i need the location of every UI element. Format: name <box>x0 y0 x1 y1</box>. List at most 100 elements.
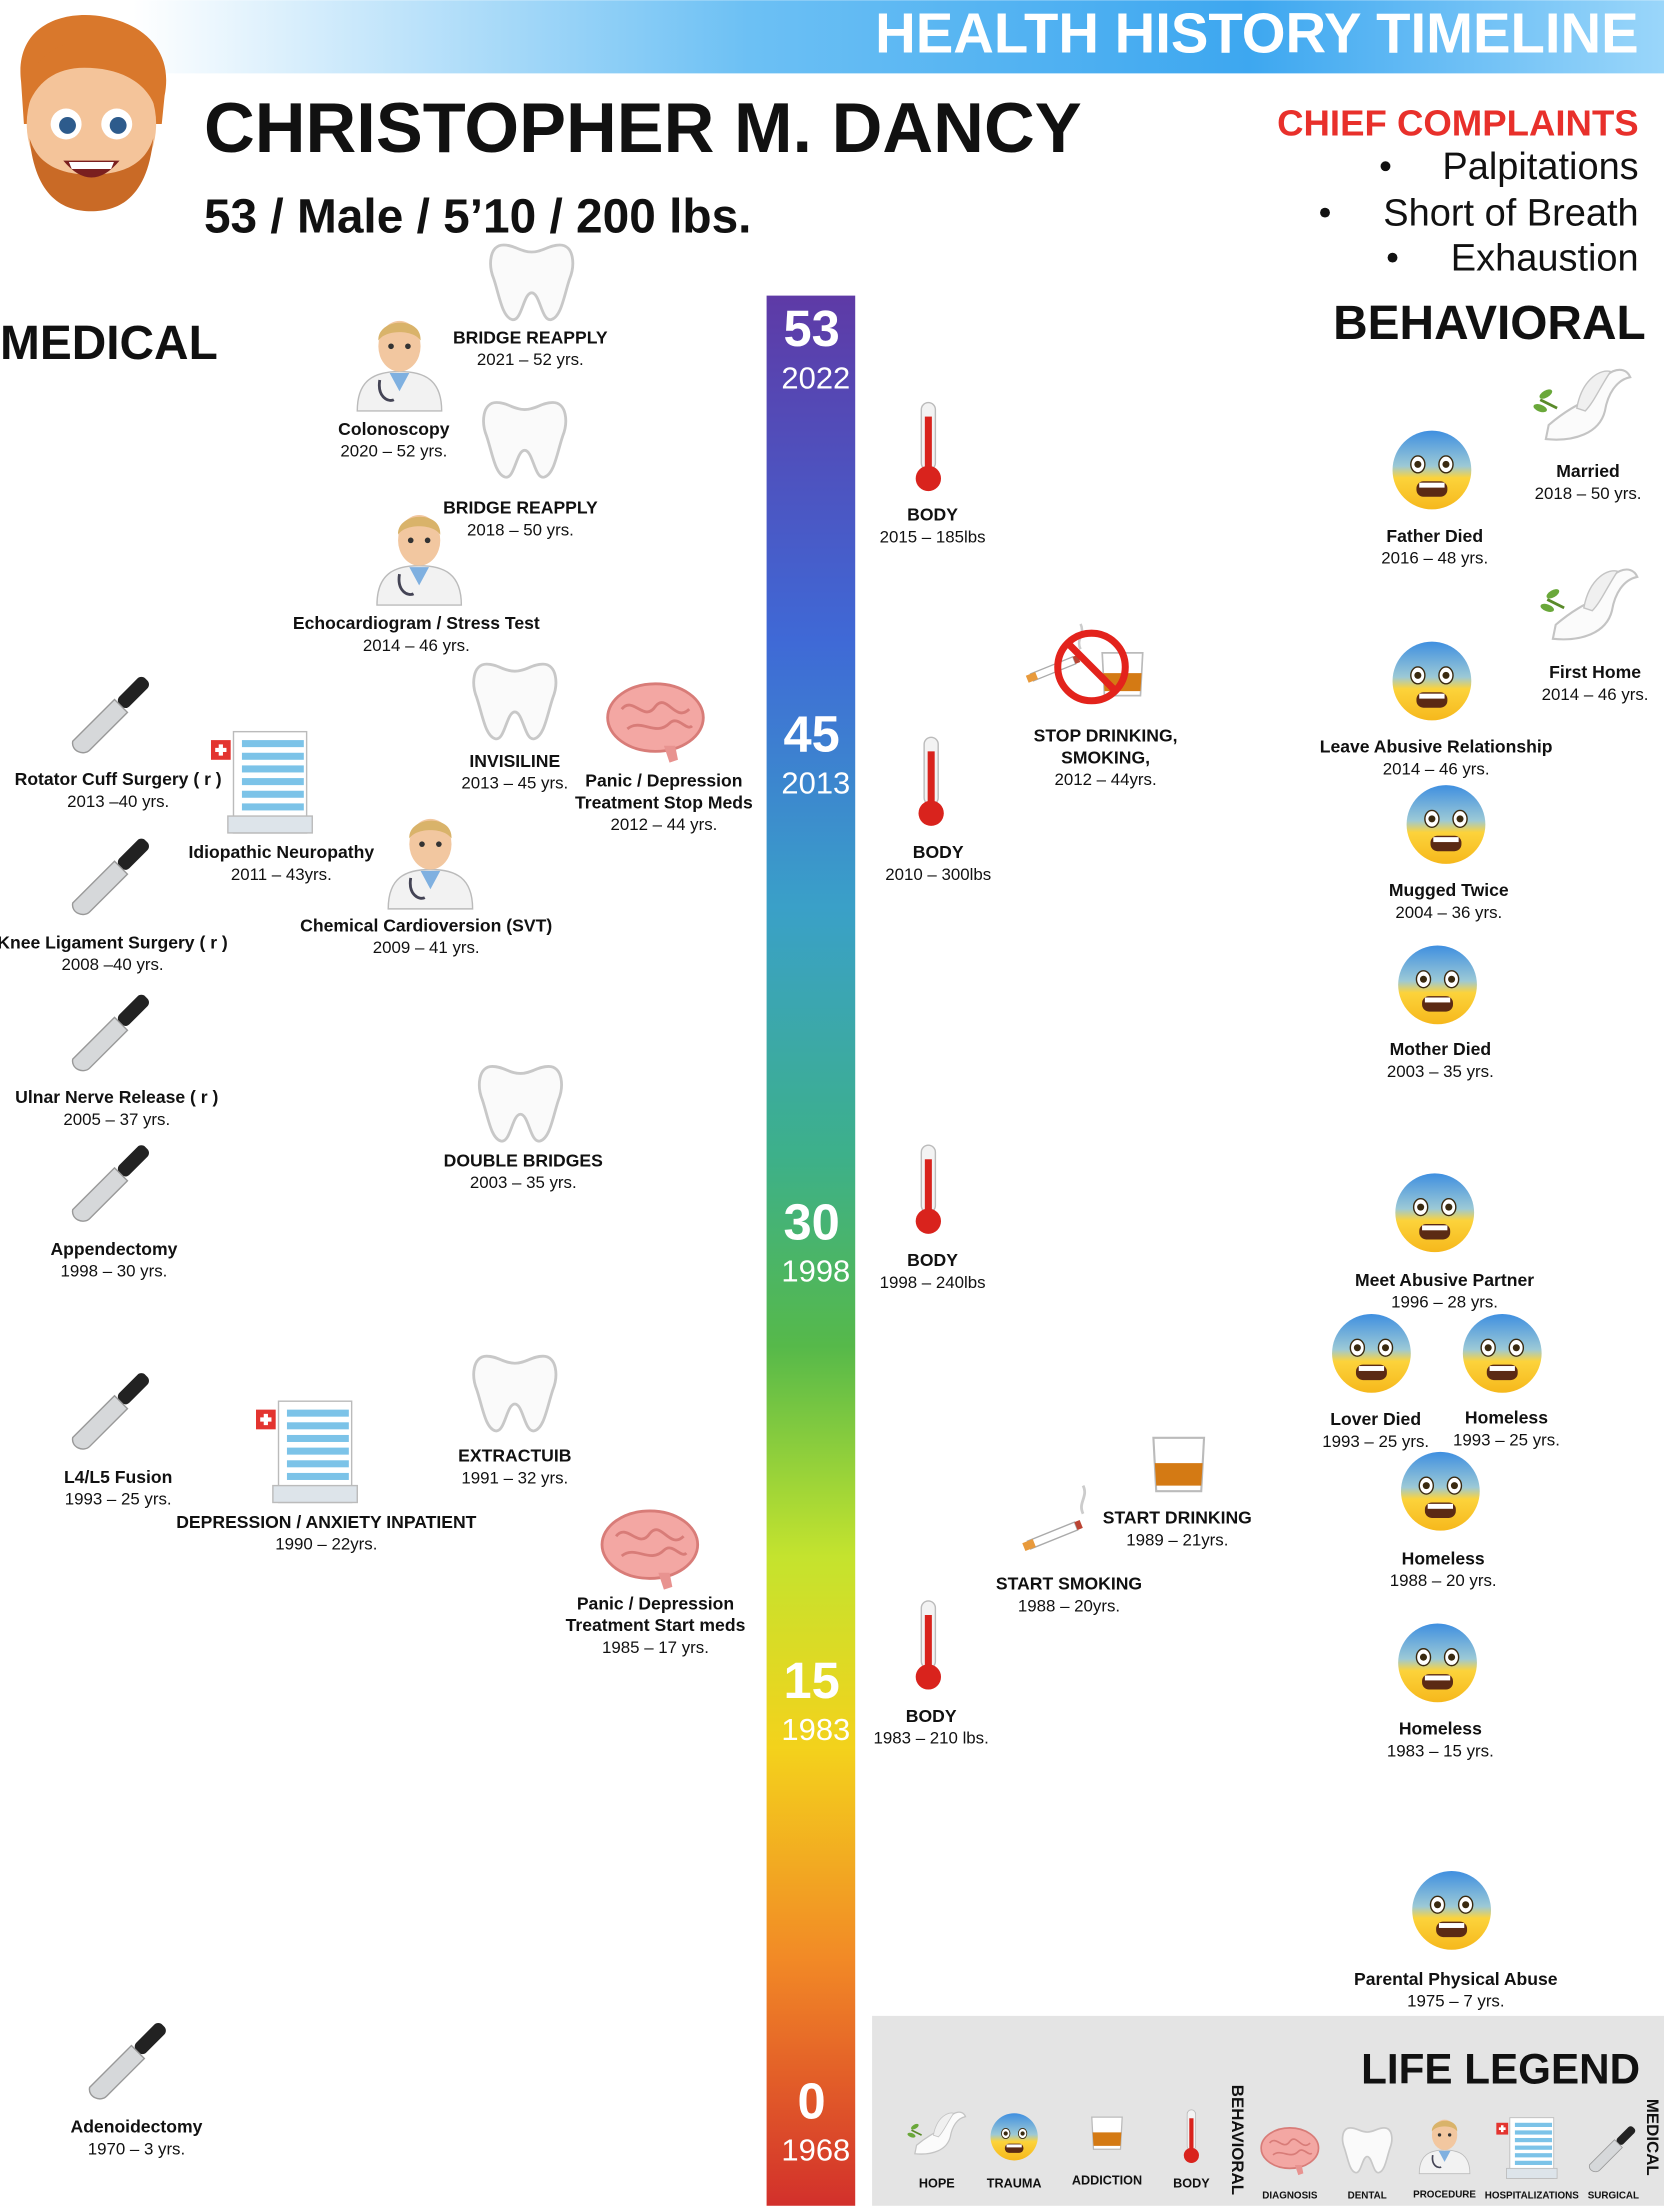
face <box>1395 1173 1475 1253</box>
scale-year: 1983 <box>781 1712 850 1747</box>
entrance <box>227 815 313 834</box>
event-title: Idiopathic Neuropathy <box>189 842 375 862</box>
stethoscope <box>397 573 415 596</box>
tooth-icon <box>489 243 575 321</box>
doctor-icon <box>376 515 463 606</box>
knife-icon <box>71 1145 149 1222</box>
entrance <box>1506 2167 1558 2179</box>
stem <box>663 745 678 763</box>
event-detail: 2010 – 300lbs <box>885 865 991 884</box>
teeth <box>1438 1923 1465 1928</box>
event-title: DEPRESSION / ANXIETY INPATIENT <box>176 1512 476 1532</box>
legend-item: ADDICTION <box>1072 2174 1142 2188</box>
brain-shape <box>606 682 705 753</box>
legend-item: PROCEDURE <box>1413 2189 1476 2200</box>
event-detail: 1996 – 28 yrs. <box>1391 1293 1498 1312</box>
bulb <box>915 465 942 492</box>
event-title: L4/L5 Fusion <box>64 1467 172 1487</box>
windows <box>241 740 304 748</box>
event-title: Father Died <box>1386 526 1483 546</box>
scale-year: 1998 <box>781 1254 850 1289</box>
event-detail: 1983 – 210 lbs. <box>874 1729 989 1748</box>
pupil <box>1448 975 1456 983</box>
tooth-icon <box>472 662 558 741</box>
shirt <box>389 372 410 392</box>
cigarette-shape <box>1025 654 1081 683</box>
event-title: BODY <box>906 1706 957 1726</box>
medical-heading: MEDICAL <box>0 317 218 370</box>
windows <box>1514 2160 1553 2165</box>
windows <box>1514 2130 1553 2135</box>
banner <box>0 0 1664 74</box>
tooth-icon <box>477 1065 563 1143</box>
pupil <box>1462 1901 1470 1909</box>
blade <box>1589 2139 1623 2173</box>
event-detail: 1998 – 240lbs <box>880 1273 986 1292</box>
pupil <box>1448 1653 1456 1661</box>
eye <box>405 343 411 350</box>
pupil <box>1428 815 1436 823</box>
windows <box>286 1472 349 1480</box>
tooth-shape <box>482 401 568 479</box>
event-detail: 2013 – 45 yrs. <box>461 774 568 793</box>
event-title: Ulnar Nerve Release ( r ) <box>15 1087 218 1107</box>
dove-legend-icon <box>907 2111 967 2155</box>
cross <box>215 744 227 756</box>
pupil <box>1020 2131 1025 2136</box>
hospital-icon <box>256 1400 358 1504</box>
ban-slash <box>1065 640 1118 694</box>
event-detail: 2016 – 48 yrs. <box>1381 549 1488 568</box>
event-title: SMOKING, <box>1061 747 1150 767</box>
event-title: DOUBLE BRIDGES <box>444 1150 603 1170</box>
event-detail: 2011 – 43yrs. <box>231 865 332 884</box>
face <box>1462 1313 1542 1393</box>
event-title: Homeless <box>1402 1548 1485 1568</box>
whisky <box>1154 1463 1203 1486</box>
brain-shape <box>600 1509 700 1580</box>
cross <box>1498 2125 1506 2133</box>
bulb <box>915 1664 942 1690</box>
fear-icon <box>1398 945 1477 1025</box>
windows <box>286 1409 349 1417</box>
event-detail: 2003 – 35 yrs. <box>1387 1062 1494 1081</box>
legend-medical: MEDICAL <box>1643 2099 1662 2176</box>
folds <box>614 1528 688 1558</box>
scale-year: 2013 <box>781 766 850 801</box>
dove-wing <box>1583 570 1619 612</box>
event-title: Chemical Cardioversion (SVT) <box>300 915 552 935</box>
tooth-shape <box>472 662 558 741</box>
windows <box>241 752 304 760</box>
complaint: Short of Breath <box>1383 192 1638 234</box>
windows <box>1514 2145 1553 2150</box>
knife-shape <box>71 1145 149 1222</box>
pupil <box>1381 1344 1390 1352</box>
event-title: Mother Died <box>1390 1039 1492 1059</box>
brain-icon <box>606 682 705 763</box>
thermo-icon <box>918 736 944 826</box>
knife-shape <box>71 994 149 1072</box>
teeth <box>1006 2144 1022 2148</box>
event-detail: 1989 – 21yrs. <box>1126 1530 1228 1549</box>
shirt <box>1438 2150 1451 2162</box>
branch <box>911 2129 922 2136</box>
eye <box>388 343 394 350</box>
eye <box>1447 2133 1452 2137</box>
face <box>1398 1623 1477 1703</box>
bulb <box>918 800 944 826</box>
legend-item: TRAUMA <box>987 2176 1042 2190</box>
fear-icon <box>1395 1173 1475 1253</box>
shirt <box>409 567 430 586</box>
pupil <box>1484 1344 1492 1352</box>
event-title: BODY <box>907 505 958 525</box>
tooth-shape <box>477 1065 563 1143</box>
event-detail: 2005 – 37 yrs. <box>63 1110 170 1129</box>
hair <box>398 516 441 535</box>
glass-icon <box>1152 1436 1206 1493</box>
event-detail: 1991 – 32 yrs. <box>461 1468 568 1487</box>
filter <box>1025 671 1039 683</box>
handle <box>1616 2126 1636 2145</box>
fear-icon <box>1462 1313 1542 1393</box>
event-detail: 1993 – 25 yrs. <box>1453 1431 1560 1450</box>
teeth <box>1424 1675 1451 1681</box>
face <box>1392 641 1472 721</box>
